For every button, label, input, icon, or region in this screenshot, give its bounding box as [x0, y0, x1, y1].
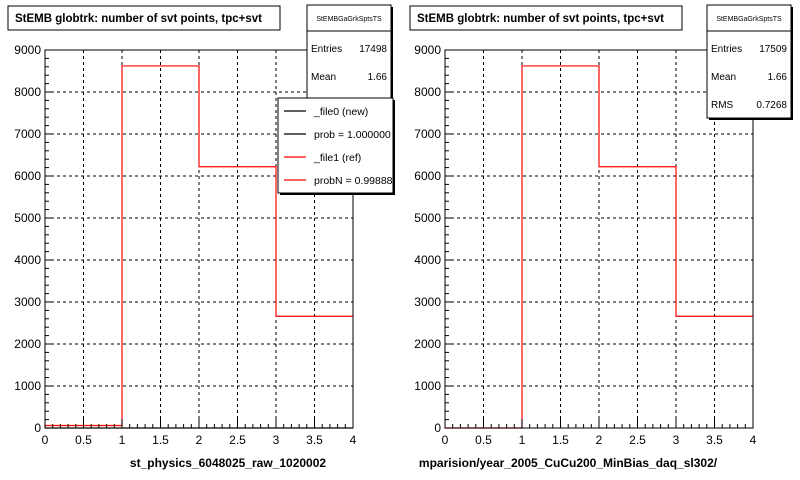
stats-name: StEMBGaGrkSptsTS	[316, 16, 382, 23]
y-tick-label: 2000	[414, 337, 441, 351]
stats-row-label: Entries	[311, 44, 342, 55]
y-tick-label: 8000	[14, 85, 41, 99]
title-box	[409, 5, 683, 31]
y-tick-label: 3000	[14, 295, 41, 309]
x-tick-label: 4	[750, 433, 757, 447]
y-tick-label: 2000	[14, 337, 41, 351]
y-tick-label: 1000	[414, 379, 441, 393]
x-tick-label: 2.5	[229, 433, 246, 447]
x-tick-label: 3.5	[306, 433, 323, 447]
x-tick-label: 1	[519, 433, 526, 447]
stats-row-value: 1.66	[768, 72, 788, 83]
x-axis-label: st_physics_6048025_raw_1020002	[130, 456, 326, 470]
histogram-series-2	[44, 65, 353, 428]
histogram-series-1	[445, 65, 753, 429]
legend-entry: probN = 0.99888	[314, 175, 393, 187]
title-box	[7, 5, 281, 31]
y-tick-label: 6000	[414, 169, 441, 183]
y-tick-label: 5000	[414, 211, 441, 225]
stats-row-value: 0.7268	[756, 100, 787, 111]
x-tick-label: 2	[596, 433, 603, 447]
x-tick-label: 2.5	[629, 433, 646, 447]
y-tick-label: 4000	[414, 253, 441, 267]
x-tick-label: 0	[442, 433, 449, 447]
stats-row-value: 1.66	[368, 72, 388, 83]
x-axis-label: mparision/year_2005_CuCu200_MinBias_daq_…	[419, 456, 718, 470]
chart-panel-2: 0 1000 2000 3000 4000 5000 6000 7000 8000 9000 0 0.…	[409, 4, 793, 470]
chart-title: StEMB globtrk: number of svt points, tpc…	[15, 13, 262, 25]
x-tick-label: 2	[196, 433, 203, 447]
legend-entry: _file1 (ref)	[313, 152, 361, 164]
y-tick-label: 0	[434, 421, 441, 435]
x-tick-label: 0	[42, 433, 49, 447]
x-tick-label: 1.5	[552, 433, 569, 447]
y-tick-label: 7000	[14, 127, 41, 141]
y-tick-label: 0	[34, 421, 41, 435]
y-tick-label: 1000	[14, 379, 41, 393]
x-tick-label: 1.5	[152, 433, 169, 447]
x-tick-label: 0.5	[475, 433, 492, 447]
legend-entry: prob = 1.000000	[314, 129, 391, 141]
legend-entry: _file0 (new)	[313, 106, 368, 118]
y-tick-label: 5000	[14, 211, 41, 225]
stats-row-label: Mean	[711, 72, 736, 83]
y-tick-label: 6000	[14, 169, 41, 183]
y-tick-label: 7000	[414, 127, 441, 141]
x-tick-label: 4	[350, 433, 357, 447]
x-tick-label: 1	[119, 433, 126, 447]
y-tick-label: 9000	[14, 43, 41, 57]
x-tick-label: 3	[273, 433, 280, 447]
y-tick-label: 3000	[414, 295, 441, 309]
x-tick-label: 3.5	[706, 433, 723, 447]
stats-row-label: Mean	[311, 72, 336, 83]
stats-row-value: 17509	[759, 44, 787, 55]
stats-row-label: Entries	[711, 44, 742, 55]
x-tick-label: 0.5	[75, 433, 92, 447]
chart-title: StEMB globtrk: number of svt points, tpc…	[417, 13, 664, 25]
y-tick-label: 4000	[14, 253, 41, 267]
chart-panel-1: 0 1000 2000 3000 4000 5000 6000 7000 8000 9000 0 0.…	[7, 4, 395, 470]
y-tick-label: 8000	[414, 85, 441, 99]
legend-box	[277, 97, 394, 194]
stats-box	[706, 4, 792, 119]
x-tick-label: 3	[673, 433, 680, 447]
stats-name: StEMBGaGrkSptsTS	[716, 16, 782, 23]
stats-row-label: RMS	[711, 100, 734, 111]
y-tick-label: 9000	[414, 43, 441, 57]
stats-row-value: 17498	[359, 44, 387, 55]
